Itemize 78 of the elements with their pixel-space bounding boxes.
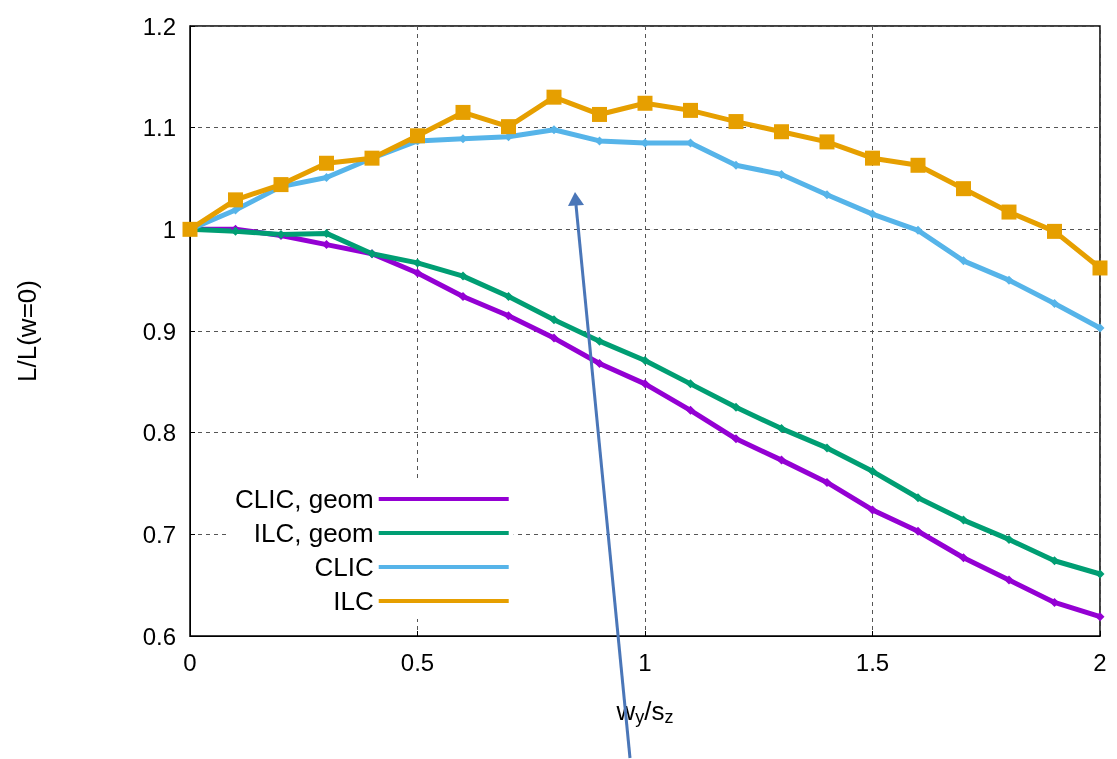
y-tick-label: 0.7 bbox=[142, 520, 176, 548]
point bbox=[959, 256, 968, 266]
point bbox=[686, 379, 695, 389]
y-tick-label: 0.6 bbox=[142, 622, 176, 650]
y-tick-label: 0.9 bbox=[142, 317, 176, 345]
point bbox=[865, 150, 880, 166]
point bbox=[777, 424, 786, 434]
point bbox=[322, 240, 331, 250]
y-tick-label: 1 bbox=[162, 215, 176, 243]
point bbox=[822, 190, 832, 200]
point bbox=[1001, 204, 1017, 220]
point bbox=[458, 271, 468, 281]
point bbox=[413, 258, 422, 268]
point bbox=[1004, 275, 1014, 285]
point bbox=[1050, 299, 1059, 309]
y-tick-label: 1.2 bbox=[142, 12, 176, 40]
point bbox=[868, 209, 877, 219]
point bbox=[822, 477, 832, 487]
point bbox=[913, 526, 923, 536]
point bbox=[640, 379, 650, 389]
point bbox=[319, 155, 334, 171]
point bbox=[413, 268, 422, 278]
point bbox=[501, 119, 516, 135]
point bbox=[868, 466, 877, 476]
point bbox=[549, 315, 559, 325]
point bbox=[458, 291, 468, 301]
legend-label: CLIC, geom bbox=[234, 484, 374, 514]
point bbox=[686, 405, 695, 415]
point bbox=[819, 134, 835, 150]
point bbox=[546, 89, 562, 105]
point bbox=[595, 336, 604, 346]
point bbox=[273, 177, 289, 193]
point bbox=[592, 106, 607, 122]
x-tick-label: 1.5 bbox=[855, 648, 890, 676]
point bbox=[1050, 556, 1059, 566]
point bbox=[868, 505, 877, 515]
y-tick-label: 0.8 bbox=[142, 419, 176, 447]
point bbox=[731, 434, 741, 444]
point bbox=[913, 493, 923, 503]
point bbox=[640, 355, 650, 365]
point bbox=[1050, 597, 1059, 607]
point bbox=[1092, 260, 1108, 276]
x-tick-label: 1 bbox=[638, 648, 652, 676]
point bbox=[728, 114, 744, 130]
point bbox=[1004, 575, 1014, 585]
x-tick-label: 0.5 bbox=[400, 648, 435, 676]
x-tick-label: 2 bbox=[1093, 648, 1107, 676]
y-axis-title: L/L(w=0) bbox=[12, 280, 42, 382]
legend-label: ILC bbox=[333, 586, 374, 616]
point bbox=[777, 169, 786, 179]
point bbox=[637, 95, 653, 111]
point bbox=[228, 192, 243, 208]
point bbox=[822, 443, 832, 453]
legend-label: CLIC bbox=[314, 552, 374, 582]
point bbox=[410, 128, 425, 144]
point bbox=[683, 102, 698, 118]
legend-label: ILC, geom bbox=[253, 518, 374, 548]
point bbox=[1095, 612, 1105, 622]
point bbox=[1004, 534, 1014, 544]
point bbox=[322, 172, 331, 182]
point bbox=[777, 455, 786, 465]
point bbox=[549, 333, 559, 343]
point bbox=[774, 124, 789, 140]
point bbox=[959, 515, 968, 525]
point bbox=[731, 402, 741, 412]
point bbox=[959, 553, 968, 563]
point bbox=[1095, 323, 1105, 333]
point bbox=[595, 359, 604, 369]
point bbox=[956, 181, 971, 197]
point bbox=[504, 291, 513, 301]
point bbox=[1095, 569, 1105, 579]
point bbox=[504, 311, 513, 321]
point bbox=[910, 157, 926, 173]
x-tick-label: 0 bbox=[183, 648, 197, 676]
point bbox=[913, 225, 923, 235]
y-tick-label: 1.1 bbox=[142, 114, 176, 142]
point bbox=[455, 104, 471, 120]
point bbox=[1047, 223, 1062, 239]
